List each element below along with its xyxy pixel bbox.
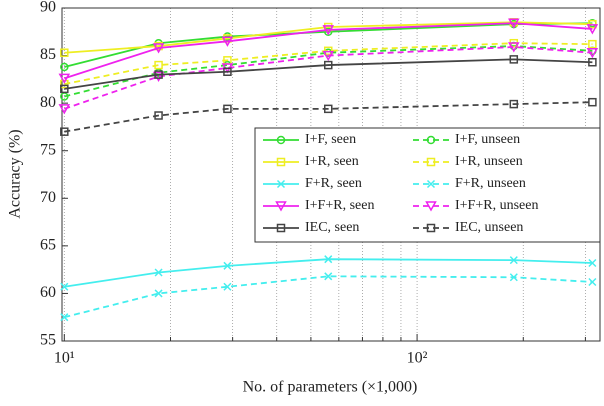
y-tick-label: 80 [40, 94, 56, 111]
legend-label: I+R, seen [305, 154, 359, 169]
point [509, 99, 519, 109]
legend-label: IEC, unseen [455, 220, 523, 235]
point [324, 46, 333, 56]
point [154, 111, 163, 120]
legend-marker [275, 201, 287, 212]
point [508, 42, 520, 53]
y-tick-label: 70 [40, 189, 56, 206]
series-line [64, 58, 593, 90]
x-tick-label: 10¹ [54, 350, 75, 367]
legend: I+F, seen I+F, unseen I+R, seen I+R, unseen… [254, 127, 601, 243]
legend-marker [276, 157, 286, 167]
point [586, 47, 599, 59]
point [58, 104, 71, 115]
legend-label: F+R, unseen [455, 176, 526, 191]
point [60, 313, 69, 322]
point [154, 70, 163, 79]
point [152, 43, 165, 54]
point [154, 289, 163, 298]
legend-marker [426, 179, 436, 189]
point [588, 39, 597, 49]
y-tick-label: 90 [40, 0, 56, 16]
y-tick-label: 55 [40, 332, 56, 349]
point [509, 55, 519, 64]
series-line [64, 258, 593, 288]
point [586, 24, 599, 35]
point [223, 261, 232, 270]
point [588, 97, 597, 107]
series-line [64, 22, 593, 80]
point [60, 127, 69, 136]
point [588, 258, 597, 268]
point [223, 67, 232, 76]
point [588, 277, 597, 287]
series-line [64, 21, 593, 54]
legend-label: I+F, seen [305, 132, 356, 147]
y-axis-label: Accuracy (%) [7, 129, 24, 218]
legend-marker [276, 223, 286, 233]
point [223, 282, 232, 291]
legend-label: F+R, seen [305, 176, 362, 191]
series-line [64, 275, 593, 319]
legend-marker [426, 223, 436, 233]
point [324, 272, 333, 281]
point [60, 48, 69, 57]
point [58, 73, 71, 84]
point [509, 256, 518, 265]
legend-label: IEC, seen [305, 220, 359, 235]
series-line [64, 46, 593, 110]
x-tick-label: 10² [407, 350, 428, 367]
point [223, 104, 232, 114]
legend-label: I+F+R, unseen [455, 198, 538, 213]
y-tick-label: 85 [40, 46, 56, 63]
legend-marker [276, 135, 286, 145]
point [152, 71, 165, 83]
point [508, 18, 520, 29]
point [324, 60, 333, 70]
point [588, 57, 597, 67]
point [60, 62, 69, 72]
point [221, 36, 234, 47]
point [588, 19, 597, 29]
point [154, 60, 163, 70]
point [60, 79, 69, 89]
legend-marker [425, 201, 437, 212]
legend-label: I+R, unseen [455, 154, 523, 169]
series-line [64, 42, 593, 85]
legend-label: I+F+R, seen [305, 198, 374, 213]
point [322, 25, 335, 36]
point [322, 50, 335, 62]
legend-marker [426, 157, 436, 167]
point [324, 104, 333, 114]
x-axis-label: No. of parameters (×1,000) [243, 379, 418, 396]
y-tick-label: 60 [40, 284, 56, 301]
point [60, 84, 69, 94]
legend-box [254, 127, 601, 243]
y-tick-label: 65 [40, 237, 56, 254]
legend-marker [426, 135, 436, 145]
point [324, 255, 333, 264]
point [154, 268, 163, 277]
point [60, 282, 69, 291]
point [509, 273, 518, 282]
series-line [64, 101, 593, 133]
legend-marker [276, 179, 286, 189]
legend-label: I+F, unseen [455, 132, 520, 147]
y-tick-label: 75 [40, 141, 56, 158]
